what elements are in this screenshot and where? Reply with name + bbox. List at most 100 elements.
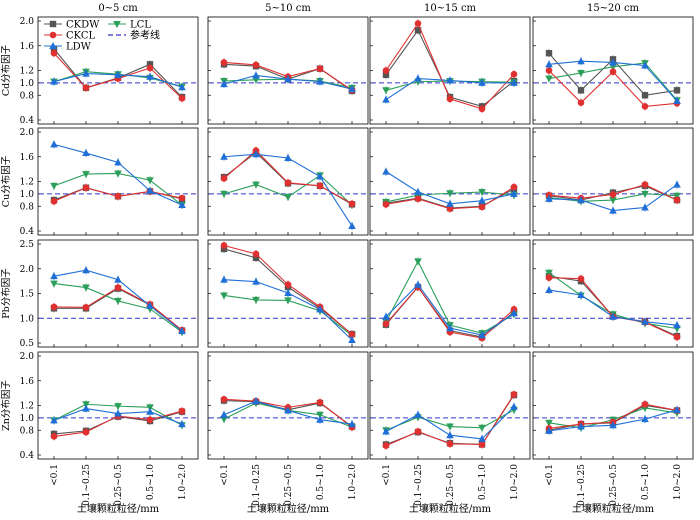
y-tick-label: 2.5 xyxy=(20,240,35,250)
point-lcl xyxy=(446,423,454,431)
legend-item: LCL xyxy=(108,20,151,31)
point-ldw xyxy=(478,331,486,339)
point-ldw xyxy=(114,70,122,78)
y-tick-label: 1.0 xyxy=(20,314,35,324)
point-lcl xyxy=(446,190,454,198)
point-ldw xyxy=(478,196,486,204)
point-ldw xyxy=(673,405,681,413)
point-ckcl xyxy=(414,428,422,435)
x-tick-label: 0.1~0.25 xyxy=(414,464,424,506)
y-tick-label: 2.0 xyxy=(20,352,35,362)
point-ldw xyxy=(316,77,324,85)
point-lcl xyxy=(50,182,58,190)
x-tick-label: 0.1~0.25 xyxy=(252,464,262,506)
point-ldw xyxy=(609,58,617,66)
point-ldw xyxy=(220,410,228,418)
panel-frame xyxy=(532,351,694,460)
point-ldw xyxy=(382,95,390,103)
point-ckcl xyxy=(316,399,324,406)
panel-frame xyxy=(369,16,531,125)
point-ckcl xyxy=(50,49,58,57)
panel xyxy=(532,239,694,348)
panel-frame xyxy=(207,16,369,125)
point-ckcl xyxy=(82,184,90,191)
point-ckcl xyxy=(673,196,681,204)
x-tick-label: <0.1 xyxy=(50,464,60,486)
x-axis-label: 土壤颗粒粒径/mm xyxy=(247,502,330,515)
point-lcl xyxy=(252,181,260,189)
point-lcl xyxy=(478,189,486,197)
point-lcl xyxy=(609,63,617,71)
x-tick-label: 0.5~1.0 xyxy=(641,464,651,500)
y-tick-label: 0.5 xyxy=(20,339,35,349)
x-tick-label: 0.25~0.5 xyxy=(114,464,124,506)
y-tick-label: 1.0 xyxy=(20,414,35,424)
point-ckcl xyxy=(382,320,390,327)
x-tick-label: 0.5~1.0 xyxy=(478,464,488,500)
y-tick-label: 1.2 xyxy=(20,402,34,412)
y-tick-label: 2.0 xyxy=(20,128,35,138)
point-lcl xyxy=(414,258,422,266)
panel xyxy=(532,351,694,460)
point-ckcl xyxy=(641,103,649,110)
point-ldw xyxy=(510,189,518,197)
y-tick-label: 1.2 xyxy=(20,67,34,77)
y-tick-label: 0.4 xyxy=(20,116,35,126)
point-ckcl xyxy=(146,416,154,424)
point-ldw xyxy=(545,194,553,202)
point-ldw xyxy=(446,199,454,207)
point-lcl xyxy=(545,75,553,83)
point-ckcl xyxy=(382,67,390,74)
panel: 0.5 1.0 1.5 2.0 2.5 xyxy=(20,239,199,349)
point-ldw xyxy=(284,75,292,83)
x-tick-label: 0.5~1.0 xyxy=(316,464,326,500)
point-ldw xyxy=(316,172,324,180)
point-ckcl xyxy=(478,441,486,448)
row-ylabel: Cu分布因子 xyxy=(0,155,12,207)
legend-label: CKDW xyxy=(66,20,100,31)
point-ckcl xyxy=(178,407,186,415)
point-ldw xyxy=(478,434,486,442)
point-ckcl xyxy=(446,205,454,213)
point-lcl xyxy=(82,284,90,292)
panel xyxy=(369,351,531,460)
point-ckdw xyxy=(641,92,649,99)
panel: 0.4 0.8 1.0 1.2 1.6 2.0 xyxy=(20,16,199,126)
point-ckcl xyxy=(252,250,260,258)
point-lcl xyxy=(284,193,292,201)
point-ldw xyxy=(114,275,122,283)
point-lcl xyxy=(114,297,122,305)
point-ckcl xyxy=(446,95,454,103)
point-ckcl xyxy=(146,64,154,72)
x-tick-label: 0.5~1.0 xyxy=(146,464,156,500)
y-tick-label: 1.5 xyxy=(20,290,35,300)
point-ckcl xyxy=(114,193,122,200)
legend-marker xyxy=(49,31,57,39)
y-tick-label: 0.4 xyxy=(20,227,35,237)
point-ldw xyxy=(348,85,356,93)
y-tick-label: 0.4 xyxy=(20,451,35,461)
point-lcl xyxy=(545,269,553,277)
x-tick-label: 0.1~0.25 xyxy=(82,464,92,506)
point-ldw xyxy=(50,416,58,424)
point-ldw xyxy=(82,149,90,157)
point-ldw xyxy=(446,76,454,84)
legend-label: LCL xyxy=(130,20,151,31)
point-ldw xyxy=(414,410,422,418)
point-ldw xyxy=(252,150,260,158)
point-lcl xyxy=(284,297,292,305)
y-tick-label: 1.0 xyxy=(20,190,35,200)
point-ldw xyxy=(252,397,260,405)
point-ldw xyxy=(577,57,585,65)
point-ldw xyxy=(382,312,390,320)
panel xyxy=(369,239,531,348)
point-ldw xyxy=(577,422,585,430)
x-tick-label: <0.1 xyxy=(220,464,230,486)
point-ckcl xyxy=(220,242,228,249)
point-ckcl xyxy=(510,391,518,398)
point-lcl xyxy=(545,419,553,427)
point-ckcl xyxy=(641,400,649,408)
point-ldw xyxy=(577,290,585,298)
x-tick-label: 1.0~2.0 xyxy=(673,464,683,500)
point-ldw xyxy=(478,78,486,86)
